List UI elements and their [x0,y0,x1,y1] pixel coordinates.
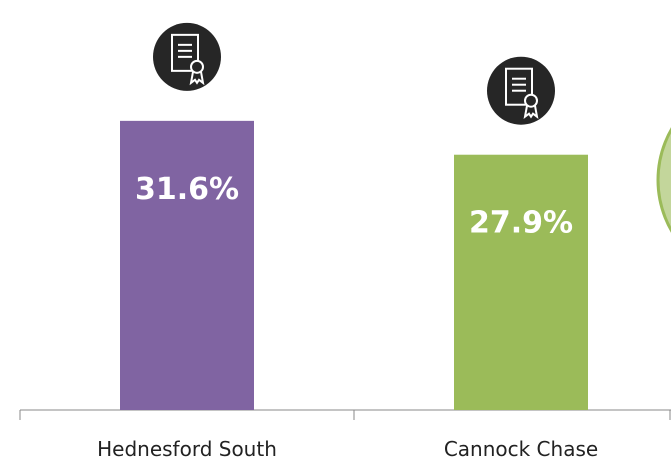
icon-seal [190,59,204,74]
icon-paper [171,33,199,72]
certificate-icon [487,56,555,125]
icon-seal [524,93,538,108]
icon-ribbon [523,105,539,120]
bar [454,154,588,410]
bar [120,120,254,411]
data-label: 31.6% [135,172,239,207]
x-tick-label: Hednesford South [97,437,277,460]
partial-pie [656,127,671,233]
icon-ribbon [189,71,205,86]
certificate-icon [153,22,221,91]
data-label: 27.9% [469,206,573,241]
x-tick-label: Cannock Chase [444,437,598,460]
icon-paper [505,67,533,106]
